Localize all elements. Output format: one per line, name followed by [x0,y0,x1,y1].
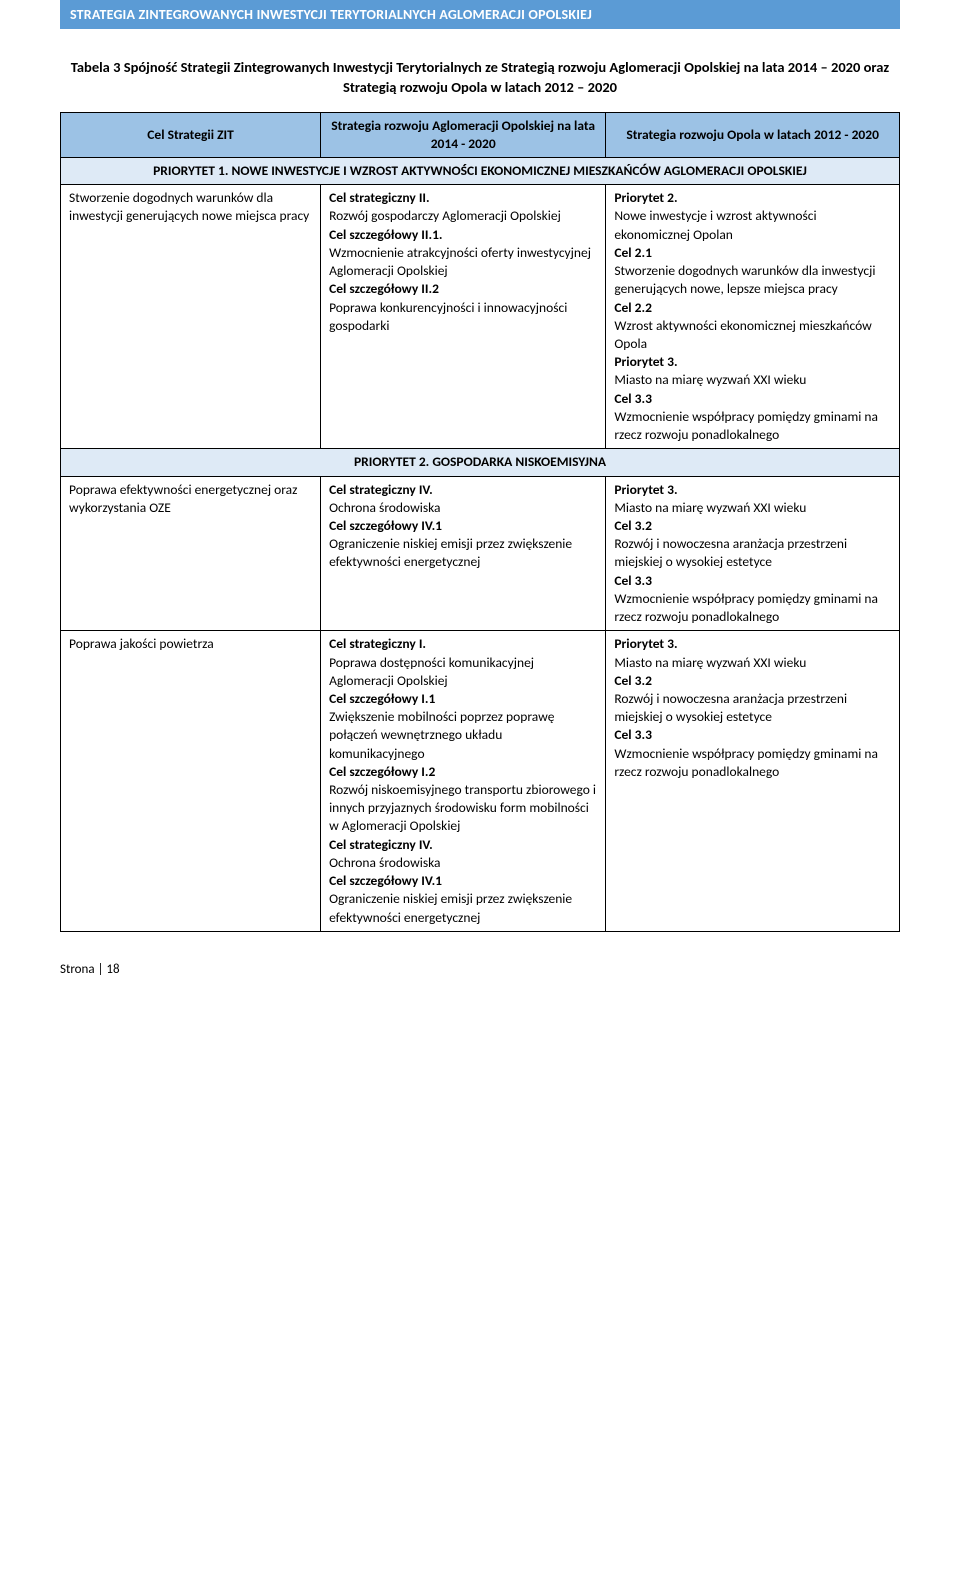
cel-label: Cel 3.2 [614,672,652,689]
cel-text: Ograniczenie niskiej emisji przez zwięks… [329,890,572,925]
coherence-table: Cel Strategii ZIT Strategia rozwoju Aglo… [60,112,900,932]
cel-label: Cel 2.2 [614,299,652,316]
cel-text: Wzmocnienie atrakcyjności oferty inwesty… [329,244,591,279]
cel-text: Rozwój niskoemisyjnego transportu zbioro… [329,781,596,834]
cel-text: Wzmocnienie współpracy pomiędzy gminami … [614,745,878,780]
cel-text: Poprawa konkurencyjności i innowacyjnośc… [329,299,567,334]
page: STRATEGIA ZINTEGROWANYCH INWESTYCJI TERY… [0,0,960,1017]
p1-row1-c3: Priorytet 2. Nowe inwestycje i wzrost ak… [606,185,900,449]
priority-label: Priorytet 3. [614,635,677,652]
priority-text: Miasto na miarę wyzwań XXI wieku [614,371,806,388]
priority-text: Miasto na miarę wyzwań XXI wieku [614,654,806,671]
p2-row1: Poprawa efektywności energetycznej oraz … [61,476,900,631]
priority-label: Priorytet 2. [614,189,677,206]
cel-text: Rozwój i nowoczesna aranżacja przestrzen… [614,690,847,725]
col-header-1: Cel Strategii ZIT [61,112,321,157]
p2-row2: Poprawa jakości powietrza Cel strategicz… [61,631,900,932]
priority-text: Miasto na miarę wyzwań XXI wieku [614,499,806,516]
priority-2-label: PRIORYTET 2. GOSPODARKA NISKOEMISYJNA [61,449,900,476]
cel-label: Cel 2.1 [614,244,652,261]
col-header-3: Strategia rozwoju Opola w latach 2012 - … [606,112,900,157]
cel-text: Rozwój gospodarczy Aglomeracji Opolskiej [329,207,561,224]
priority-label: Priorytet 3. [614,481,677,498]
cel-label: Cel szczegółowy I.1 [329,690,435,707]
table-header-row: Cel Strategii ZIT Strategia rozwoju Aglo… [61,112,900,157]
cel-text: Ochrona środowiska [329,499,440,516]
p2-row2-c1: Poprawa jakości powietrza [61,631,321,932]
col-header-2: Strategia rozwoju Aglomeracji Opolskiej … [321,112,606,157]
priority-text: Nowe inwestycje i wzrost aktywności ekon… [614,207,816,242]
priority-2-row: PRIORYTET 2. GOSPODARKA NISKOEMISYJNA [61,449,900,476]
p2-row2-c3: Priorytet 3. Miasto na miarę wyzwań XXI … [606,631,900,932]
cel-text: Ochrona środowiska [329,854,440,871]
cel-label: Cel strategiczny IV. [329,836,433,853]
p1-row1-c1: Stworzenie dogodnych warunków dla inwest… [61,185,321,449]
cel-text: Wzmocnienie współpracy pomiędzy gminami … [614,408,878,443]
p2-row1-c3: Priorytet 3. Miasto na miarę wyzwań XXI … [606,476,900,631]
cel-label: Cel szczegółowy IV.1 [329,517,442,534]
cel-label: Cel 3.3 [614,390,652,407]
cel-label: Cel strategiczny I. [329,635,426,652]
p1-row1: Stworzenie dogodnych warunków dla inwest… [61,185,900,449]
page-footer: Strona | 18 [60,962,900,977]
doc-header-band: STRATEGIA ZINTEGROWANYCH INWESTYCJI TERY… [60,0,900,29]
cel-text: Poprawa dostępności komunikacyjnej Aglom… [329,654,534,689]
cel-label: Cel 3.3 [614,726,652,743]
cel-text: Ograniczenie niskiej emisji przez zwięks… [329,535,572,570]
cel-text: Stworzenie dogodnych warunków dla inwest… [614,262,875,297]
priority-1-label: PRIORYTET 1. NOWE INWESTYCJE I WZROST AK… [61,158,900,185]
p2-row2-c2: Cel strategiczny I. Poprawa dostępności … [321,631,606,932]
cel-text: Rozwój i nowoczesna aranżacja przestrzen… [614,535,847,570]
cel-text: Zwiększenie mobilności poprzez poprawę p… [329,708,554,761]
priority-label: Priorytet 3. [614,353,677,370]
cel-label: Cel strategiczny II. [329,189,430,206]
p2-row1-c1: Poprawa efektywności energetycznej oraz … [61,476,321,631]
cel-label: Cel szczegółowy II.2 [329,280,439,297]
cel-label: Cel 3.2 [614,517,652,534]
p2-row1-c2: Cel strategiczny IV. Ochrona środowiska … [321,476,606,631]
cel-text: Wzmocnienie współpracy pomiędzy gminami … [614,590,878,625]
p1-row1-c2: Cel strategiczny II. Rozwój gospodarczy … [321,185,606,449]
cel-text: Wzrost aktywności ekonomicznej mieszkańc… [614,317,872,352]
priority-1-row: PRIORYTET 1. NOWE INWESTYCJE I WZROST AK… [61,158,900,185]
cel-label: Cel 3.3 [614,572,652,589]
cel-label: Cel strategiczny IV. [329,481,433,498]
cel-label: Cel szczegółowy IV.1 [329,872,442,889]
cel-label: Cel szczegółowy II.1. [329,226,442,243]
cel-label: Cel szczegółowy I.2 [329,763,435,780]
table-title: Tabela 3 Spójność Strategii Zintegrowany… [60,57,900,98]
